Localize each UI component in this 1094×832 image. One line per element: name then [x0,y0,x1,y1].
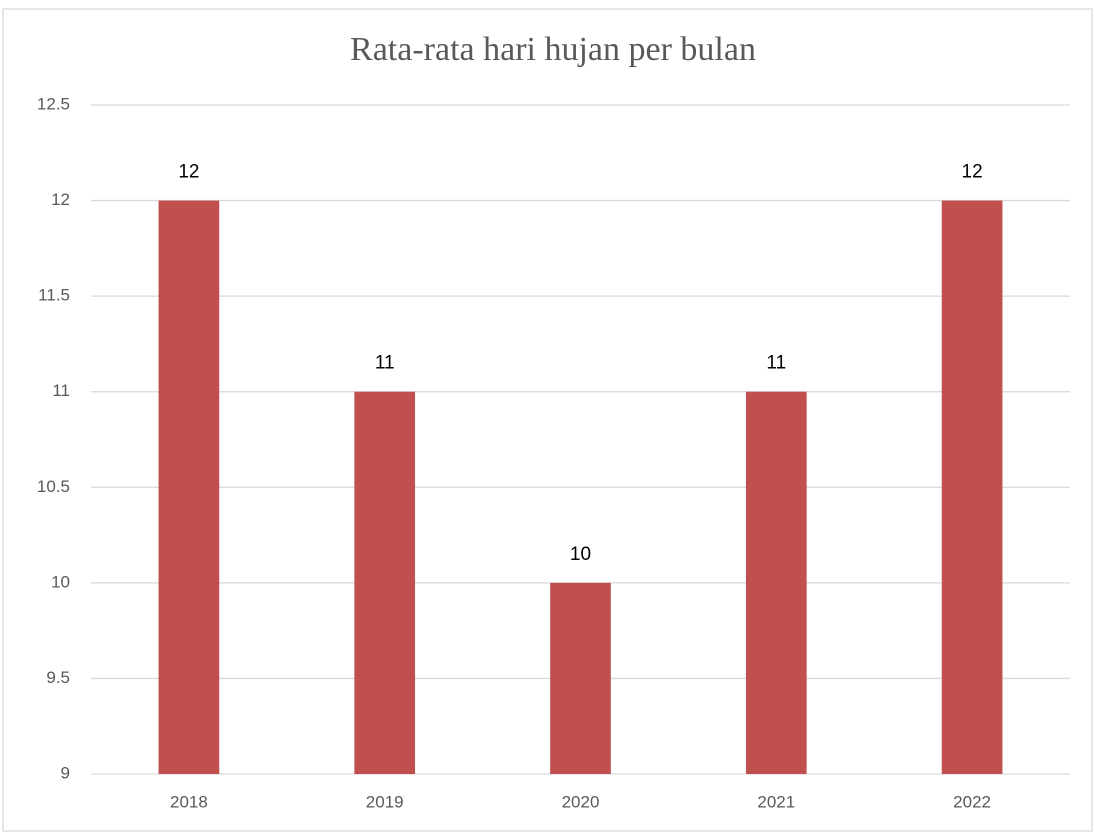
data-label: 10 [570,544,591,565]
y-tick-label: 9 [61,763,70,782]
data-label: 11 [375,353,395,374]
bar [745,391,807,774]
data-label: 12 [178,162,199,183]
x-tick-label: 2022 [953,792,991,811]
bar [354,391,416,774]
data-label: 11 [766,353,786,374]
x-tick-label: 2021 [757,792,795,811]
y-tick-label: 11 [52,381,70,400]
bar [158,200,220,775]
y-tick-label: 11.5 [38,286,70,305]
bar [550,582,611,774]
x-tick-label: 2020 [562,792,600,811]
x-tick-label: 2018 [170,792,208,811]
x-tick-label: 2019 [366,792,404,811]
y-tick-label: 12 [51,190,70,209]
y-tick-label: 10 [51,572,70,591]
bar [941,200,1003,775]
y-tick-label: 12.5 [37,94,70,113]
y-tick-label: 9.5 [46,668,70,687]
y-tick-label: 10.5 [37,477,70,496]
data-label: 12 [962,162,983,183]
chart-title: Rata-rata hari hujan per bulan [350,31,756,68]
